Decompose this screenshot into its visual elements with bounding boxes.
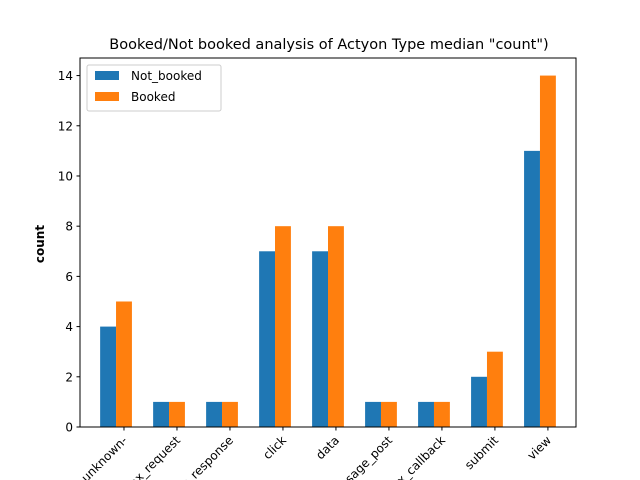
bar-not_booked-data xyxy=(312,251,328,427)
x-tick-label: ajax_request xyxy=(119,433,183,480)
x-tick-label: click xyxy=(260,433,289,462)
legend: Not_booked Booked xyxy=(86,64,222,112)
x-tick-label: submit xyxy=(462,433,501,472)
bar-not_booked-ajax-callback xyxy=(418,401,434,427)
bar-booked-message-post xyxy=(380,401,397,427)
bar-not_booked-ajax-response xyxy=(206,401,223,427)
y-tick-label: 6 xyxy=(65,270,73,284)
bar-not_booked-message-post xyxy=(365,401,381,427)
legend-box xyxy=(86,64,222,112)
bar-not_booked-click xyxy=(259,251,276,427)
y-tick-label: 10 xyxy=(58,169,73,183)
bar-not_booked-submit xyxy=(471,376,487,427)
y-tick-label: 8 xyxy=(65,220,73,234)
bar-booked-ajax-request xyxy=(169,401,185,427)
legend-swatch-not_booked xyxy=(95,71,119,80)
chart-title: Booked/Not booked analysis of Actyon Typ… xyxy=(109,37,548,53)
x-tick-label: -unknown- xyxy=(76,433,131,480)
bars-group xyxy=(100,75,556,428)
bar-booked-ajax-response xyxy=(222,401,238,427)
plot-frame xyxy=(79,57,577,428)
bar-booked-data xyxy=(328,226,344,427)
y-axis: 0 2 4 6 8 10 12 14 xyxy=(58,69,80,435)
x-tick-label: view xyxy=(525,433,555,463)
y-tick-label: 4 xyxy=(65,320,73,334)
y-tick-label: 14 xyxy=(58,69,73,83)
y-tick-label: 12 xyxy=(58,119,73,133)
bar-booked-click xyxy=(275,226,291,427)
bar-booked-unknown xyxy=(116,301,132,427)
bar-booked-ajax-callback xyxy=(433,401,450,427)
y-axis-label: count xyxy=(33,225,47,263)
bar-not_booked-view xyxy=(524,150,540,427)
legend-swatch-booked xyxy=(95,92,119,101)
legend-label-not_booked: Not_booked xyxy=(131,69,202,83)
x-tick-label: data xyxy=(313,433,342,462)
y-tick-label: 2 xyxy=(65,370,73,384)
bar-booked-submit xyxy=(486,351,503,427)
legend-label-booked: Booked xyxy=(131,90,175,104)
bar-not_booked-ajax-request xyxy=(153,401,170,427)
y-tick-label: 0 xyxy=(65,421,73,435)
bar-not_booked-unknown xyxy=(100,326,117,427)
bar-booked-view xyxy=(539,75,556,428)
